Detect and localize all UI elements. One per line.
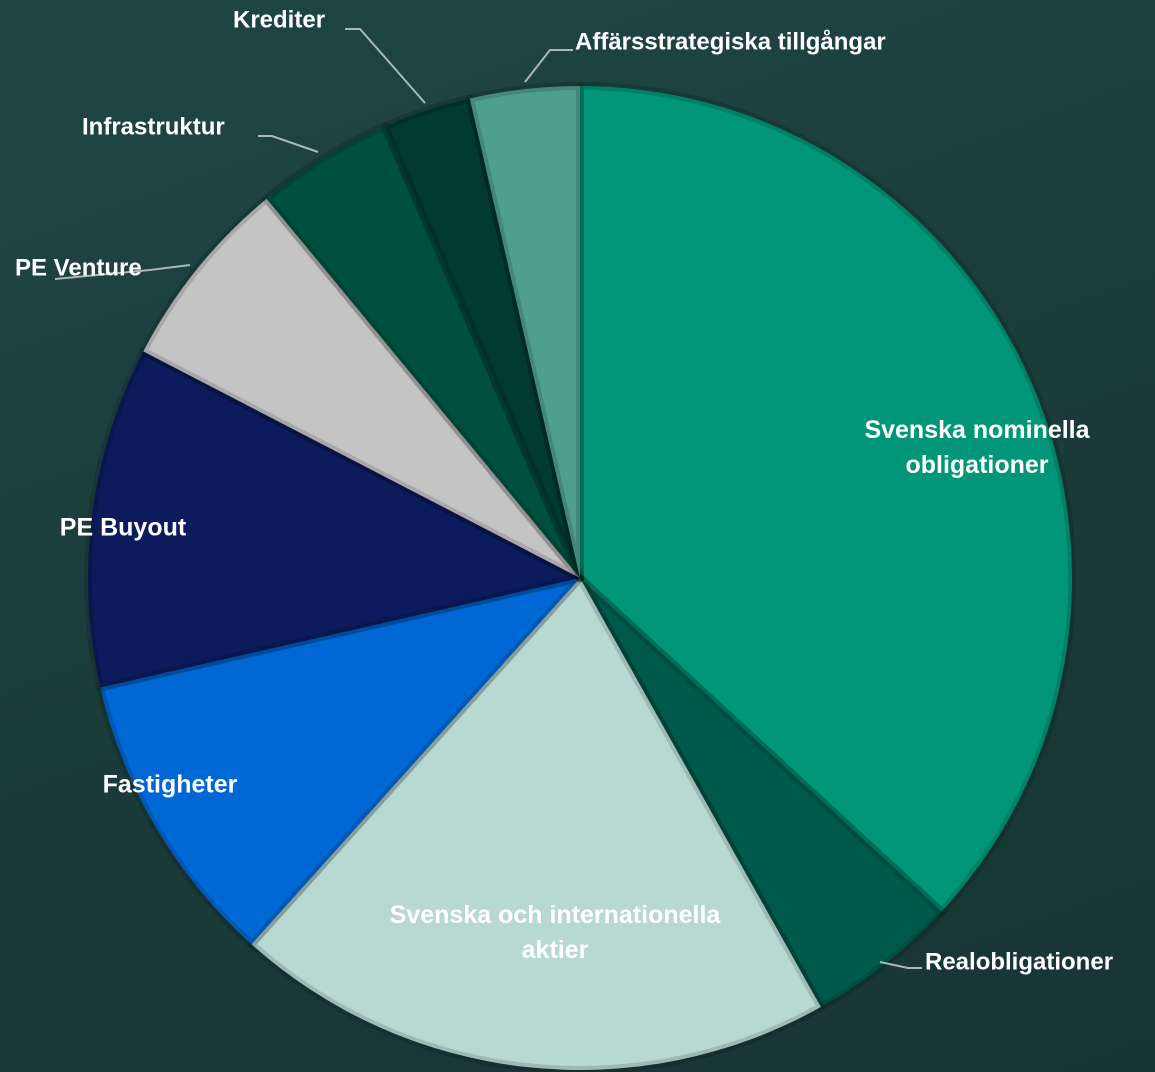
slice-label: Affärsstrategiska tillgångar <box>575 28 886 56</box>
slice-label: Svenska och internationella aktier <box>389 901 721 964</box>
leader-line <box>54 264 191 280</box>
leader-line <box>879 961 922 969</box>
pie-slice <box>96 574 584 949</box>
pie-slice <box>84 347 584 692</box>
slices <box>84 82 1076 1072</box>
pie-slice <box>247 574 825 1072</box>
slice-label: Svenska nominella obligationer <box>864 416 1090 479</box>
pie-slice <box>576 82 1076 916</box>
slice-label: Infrastruktur <box>82 113 225 141</box>
slice-label: Realobligationer <box>925 948 1114 976</box>
slice-label: PE Buyout <box>59 513 187 542</box>
pie-slice <box>139 194 584 582</box>
leader-line <box>524 49 573 83</box>
leader-line <box>258 135 319 153</box>
pie-slice <box>380 94 584 582</box>
leader-line <box>345 28 426 104</box>
slice-label: PE Venture <box>15 254 142 282</box>
slice-label: Fastigheter <box>102 770 238 799</box>
pie-slice <box>262 122 584 582</box>
pie-slice <box>465 82 584 582</box>
slice-label: Krediter <box>233 6 326 34</box>
leader-lines <box>54 28 922 969</box>
